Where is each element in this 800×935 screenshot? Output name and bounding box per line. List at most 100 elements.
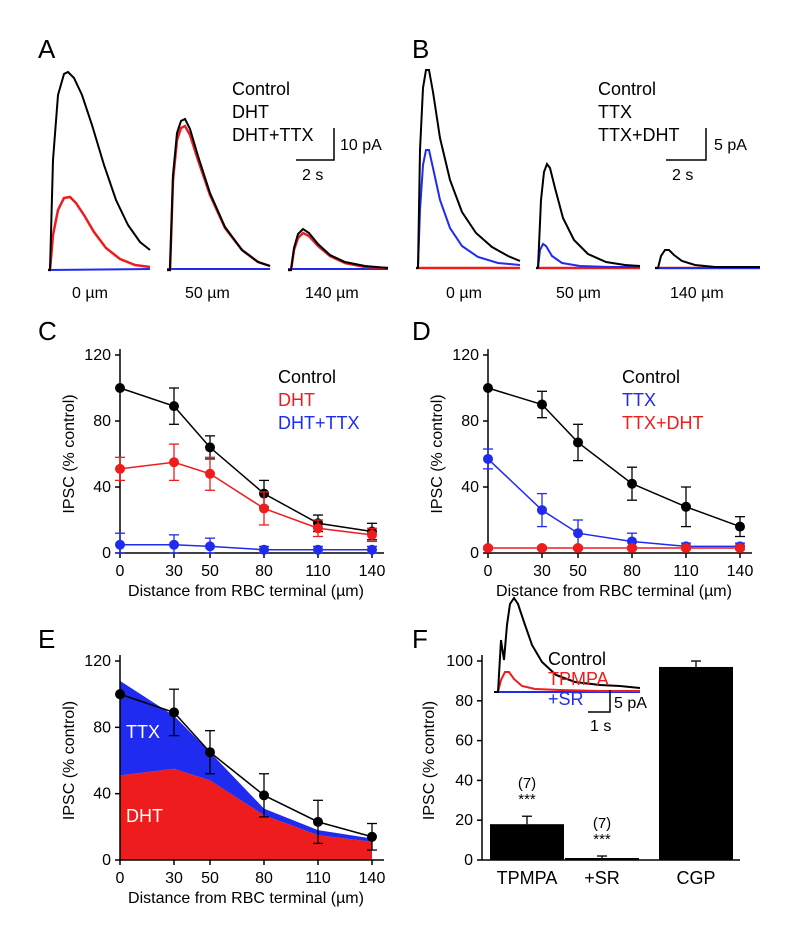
d-point-control (681, 501, 691, 512)
f-y-label: IPSC (% control) (421, 701, 438, 820)
d-ytick-label: 0 (470, 545, 479, 562)
c-ytick-label: 0 (102, 545, 111, 562)
legend-c-control: Control (278, 367, 336, 387)
d-xtick-label: 110 (673, 563, 699, 580)
c-xtick-label: 140 (359, 563, 386, 580)
scalebar-a-amp: 10 pA (340, 137, 382, 154)
label-a-0um: 0 µm (72, 285, 108, 302)
legend-a-dht-ttx: DHT+TTX (232, 125, 314, 145)
panel-letter-c: C (38, 316, 57, 346)
e-area-dht (120, 768, 372, 860)
panel-letter-e: E (38, 624, 55, 654)
label-b-140um: 140 µm (670, 285, 724, 302)
legend-b: Control TTX TTX+DHT (598, 79, 680, 145)
e-xtick-label: 80 (255, 870, 273, 887)
c-ytick-label: 40 (93, 479, 111, 496)
legend-a: Control DHT DHT+TTX (232, 79, 314, 145)
trace-a0-red (48, 195, 151, 272)
legend-d-ttx-dht: TTX+DHT (622, 413, 704, 433)
trace-a140-black (288, 227, 389, 271)
legend-d-control: Control (622, 367, 680, 387)
d-point-ttx (573, 528, 583, 539)
inset-trace-tpmpa (494, 671, 640, 693)
c-point-dht (313, 523, 323, 534)
e-ytick-label: 0 (102, 852, 111, 869)
c-point-control (169, 401, 179, 412)
d-ytick-label: 120 (452, 347, 479, 364)
panel-letter-a: A (38, 34, 56, 64)
e-xtick-label: 0 (116, 870, 125, 887)
d-line-ttx (487, 458, 740, 548)
c-ytick-label: 120 (84, 347, 111, 364)
trace-b140-black (655, 249, 760, 269)
c-ytick-label: 80 (93, 413, 111, 430)
trace-b0-blue (416, 149, 521, 269)
c-point-dht-ttx (205, 541, 215, 552)
f-bar-tpmpa (490, 824, 564, 860)
e-point-control (259, 790, 269, 801)
d-point-ttx-dht (681, 543, 691, 554)
c-point-dht-ttx (115, 539, 125, 550)
area-label-dht: DHT (126, 806, 163, 826)
f-ytick-label: 60 (455, 733, 473, 750)
legend-c: Control DHT DHT+TTX (278, 367, 360, 433)
inset-scalebar-amp: 5 pA (614, 695, 647, 712)
d-xtick-label: 140 (727, 563, 754, 580)
c-point-dht-ttx (313, 544, 323, 555)
legend-d: Control TTX TTX+DHT (622, 367, 704, 433)
d-ytick-label: 80 (461, 413, 479, 430)
f-n-label: (4) (687, 682, 705, 699)
e-xtick-label: 50 (201, 870, 219, 887)
legend-b-ttx-dht: TTX+DHT (598, 125, 680, 145)
f-bar-cgp (659, 666, 733, 860)
f-category-label: +SR (584, 868, 620, 888)
d-point-control (627, 478, 637, 489)
d-y-label: IPSC (% control) (429, 394, 446, 513)
c-point-dht-ttx (169, 539, 179, 550)
trace-a0-black (48, 70, 151, 271)
f-n-label: (7) (518, 775, 536, 792)
d-x-label: Distance from RBC terminal (µm) (496, 583, 732, 600)
d-point-ttx (537, 505, 547, 516)
inset-trace-control (494, 596, 641, 693)
panel-c: 0 40 80 120 0 30 50 80 110 140 Distance from RBC t… (61, 347, 385, 600)
panel-letter-f: F (412, 624, 428, 654)
c-xtick-label: 110 (305, 563, 331, 580)
c-point-control (115, 383, 125, 393)
area-label-ttx: TTX (126, 722, 160, 742)
trace-a0-blue (47, 268, 151, 271)
c-point-dht (169, 457, 179, 468)
d-point-ttx-dht (573, 543, 583, 554)
e-ytick-label: 120 (84, 653, 111, 670)
c-xtick-label: 30 (165, 563, 183, 580)
d-point-control (483, 383, 493, 393)
e-x-label: Distance from RBC terminal (µm) (128, 890, 364, 907)
d-xtick-label: 50 (569, 563, 587, 580)
trace-b50-black (536, 161, 641, 269)
e-point-control (115, 689, 125, 700)
panel-e: 0 40 80 120 0 30 50 80 110 140 Distance from RBC t… (61, 653, 385, 907)
panel-a: A Control DHT DHT+TTX 10 pA 2 s 0 µm 50 … (38, 34, 389, 302)
f-category-label: TPMPA (497, 868, 558, 888)
e-ytick-label: 40 (93, 786, 111, 803)
c-y-label: IPSC (% control) (61, 394, 78, 513)
scalebar-b-time: 2 s (672, 167, 693, 184)
d-point-ttx (483, 453, 493, 464)
trace-b0-black (416, 69, 521, 269)
label-a-50um: 50 µm (185, 285, 230, 302)
panel-d: 0 40 80 120 0 30 50 80 110 140 Distance from RBC t… (429, 347, 753, 600)
d-xtick-label: 30 (533, 563, 551, 580)
f-category-label: CGP (676, 868, 715, 888)
legend-b-ttx: TTX (598, 102, 632, 122)
legend-d-ttx: TTX (622, 390, 656, 410)
label-b-50um: 50 µm (556, 285, 601, 302)
trace-a50-black (167, 117, 271, 271)
d-ytick-label: 40 (461, 479, 479, 496)
trace-a140-red (288, 231, 389, 272)
e-point-control (367, 831, 377, 842)
panel-b: B Control TTX TTX+DHT 5 pA 2 s 0 µm 50 µ… (412, 34, 760, 302)
f-ytick-label: 0 (464, 852, 473, 869)
e-point-control (313, 816, 323, 827)
